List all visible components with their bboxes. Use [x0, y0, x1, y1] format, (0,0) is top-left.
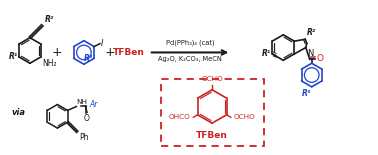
Text: Ph: Ph	[79, 133, 89, 142]
Text: O: O	[83, 114, 89, 123]
Text: O: O	[317, 54, 324, 63]
Text: OHCO: OHCO	[169, 114, 191, 120]
Text: R¹: R¹	[9, 52, 18, 61]
Text: R¹: R¹	[262, 49, 271, 58]
Text: R²: R²	[307, 28, 316, 37]
Text: TFBen: TFBen	[113, 48, 145, 57]
Text: NH: NH	[76, 100, 87, 106]
Text: Ar: Ar	[89, 100, 98, 109]
Text: +: +	[52, 46, 63, 59]
Text: I: I	[101, 39, 104, 48]
Text: OCHO: OCHO	[234, 114, 256, 120]
Text: +: +	[105, 46, 116, 59]
Text: via: via	[11, 108, 25, 117]
FancyBboxPatch shape	[161, 79, 263, 146]
Text: R³: R³	[302, 89, 311, 98]
Text: Ag₂O, K₂CO₃, MeCN: Ag₂O, K₂CO₃, MeCN	[158, 56, 222, 62]
Text: Pd(PPh₃)₄ (cat): Pd(PPh₃)₄ (cat)	[166, 39, 214, 46]
Text: OCHO: OCHO	[201, 76, 223, 82]
Text: NH₂: NH₂	[42, 59, 57, 68]
Text: TFBen: TFBen	[196, 131, 228, 140]
Text: N: N	[307, 49, 313, 58]
Text: R²: R²	[44, 15, 54, 24]
Text: R³: R³	[84, 54, 93, 63]
